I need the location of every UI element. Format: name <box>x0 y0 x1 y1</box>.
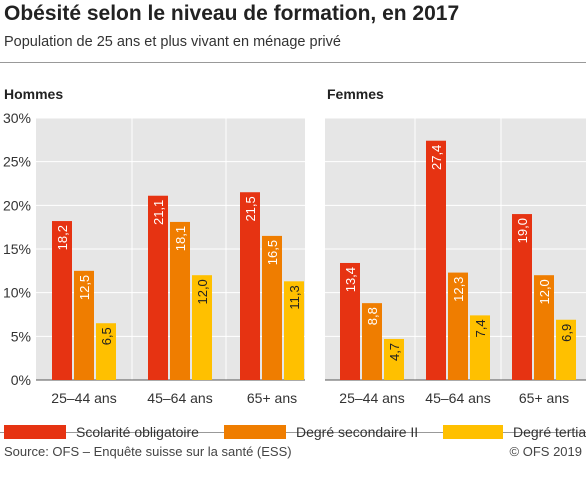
y-tick-label: 5% <box>11 328 31 344</box>
copyright: © OFS 2019 <box>509 444 582 459</box>
legend-swatch <box>4 425 66 439</box>
bar <box>426 140 446 380</box>
data-label: 18,2 <box>55 225 70 250</box>
y-tick-label: 25% <box>3 154 31 170</box>
data-label: 21,5 <box>243 196 258 221</box>
x-tick-label: 65+ ans <box>247 390 297 406</box>
legend-label: Scolarité obligatoire <box>76 424 199 440</box>
data-label: 13,4 <box>343 267 358 292</box>
legend-swatch <box>224 425 286 439</box>
data-label: 7,4 <box>473 319 488 337</box>
bottom-divider <box>0 432 586 433</box>
bar <box>534 275 554 380</box>
y-tick-label: 15% <box>3 241 31 257</box>
legend-swatch <box>443 425 503 439</box>
top-divider <box>0 62 586 63</box>
bar <box>284 281 304 380</box>
bar <box>470 315 490 380</box>
chart-title: Obésité selon le niveau de formation, en… <box>4 2 460 25</box>
y-tick-label: 20% <box>3 197 31 213</box>
bar <box>340 262 360 380</box>
bar <box>96 323 116 380</box>
bar <box>362 303 382 380</box>
data-label: 6,5 <box>99 327 114 345</box>
data-label: 4,7 <box>387 343 402 361</box>
bar <box>384 338 404 380</box>
x-tick-label: 45–64 ans <box>147 390 212 406</box>
panel-title: Hommes <box>4 86 63 102</box>
data-label: 16,5 <box>265 240 280 265</box>
bar <box>148 195 168 380</box>
bar <box>262 235 282 380</box>
data-label: 6,9 <box>559 324 574 342</box>
data-label: 21,1 <box>151 200 166 225</box>
legend-label: Degré secondaire II <box>296 424 418 440</box>
bar <box>240 192 260 380</box>
data-label: 12,0 <box>537 279 552 304</box>
x-tick-label: 25–44 ans <box>339 390 404 406</box>
bar <box>74 270 94 380</box>
data-label: 27,4 <box>429 145 444 170</box>
legend-label: Degré tertiaire <box>513 424 586 440</box>
data-label: 19,0 <box>515 218 530 243</box>
y-tick-label: 0% <box>11 372 31 388</box>
data-label: 12,0 <box>195 279 210 304</box>
bar <box>170 221 190 380</box>
data-label: 11,3 <box>287 285 302 309</box>
bar <box>556 319 576 380</box>
bar <box>52 221 72 380</box>
chart-subtitle: Population de 25 ans et plus vivant en m… <box>4 34 341 50</box>
data-label: 12,5 <box>77 275 92 300</box>
data-label: 8,8 <box>365 307 380 325</box>
x-tick-label: 45–64 ans <box>425 390 490 406</box>
y-tick-label: 10% <box>3 285 31 301</box>
bar <box>512 214 532 380</box>
bar <box>448 272 468 380</box>
y-tick-label: 30% <box>3 110 31 126</box>
data-label: 12,3 <box>451 277 466 302</box>
x-tick-label: 25–44 ans <box>51 390 116 406</box>
panel-title: Femmes <box>327 86 384 102</box>
x-tick-label: 65+ ans <box>519 390 569 406</box>
data-label: 18,1 <box>173 226 188 251</box>
source-note: Source: OFS – Enquête suisse sur la sant… <box>4 444 292 459</box>
bar <box>192 275 212 380</box>
